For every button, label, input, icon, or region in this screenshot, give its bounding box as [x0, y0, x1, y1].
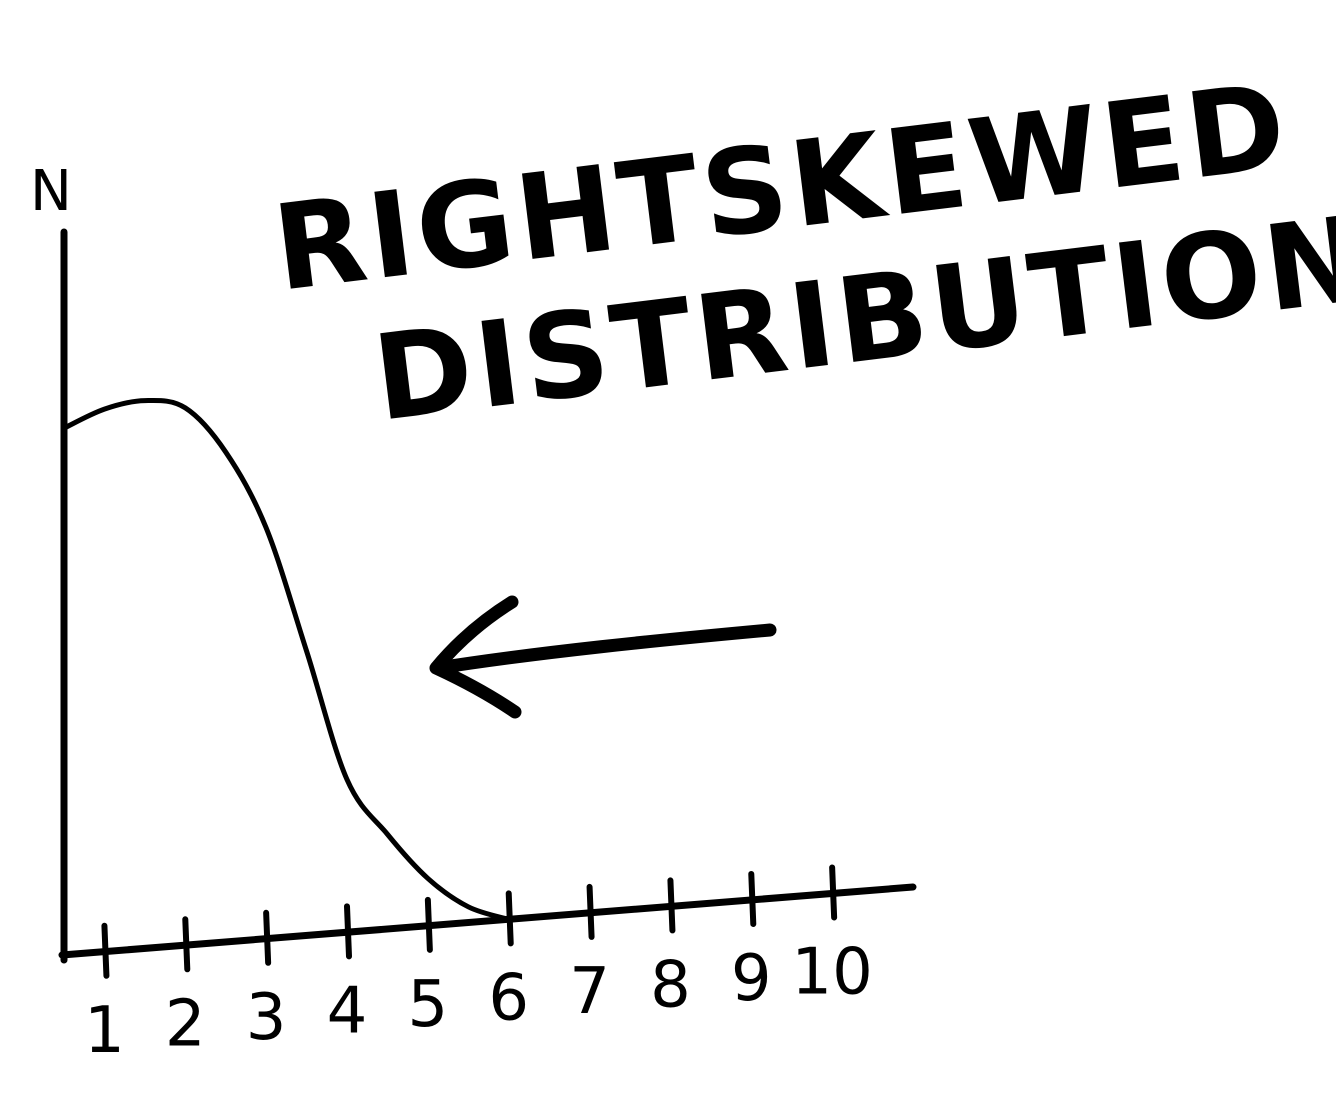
distribution-curve	[61, 397, 512, 922]
x-tick-mark	[101, 922, 110, 979]
x-tick-label: 3	[246, 981, 287, 1055]
x-tick-label: 9	[731, 942, 772, 1016]
x-tick-mark	[263, 909, 272, 966]
x-tick-mark	[424, 896, 433, 953]
x-tick-label: 10	[791, 935, 872, 1009]
x-tick-label: 5	[407, 968, 448, 1042]
arrow-shaft	[431, 623, 777, 675]
x-tick-mark	[586, 883, 595, 940]
series-group	[61, 397, 512, 922]
x-tick-labels: 1 2 3 4 5 6 7 8 9 10	[84, 935, 873, 1067]
x-tick-label: 1	[84, 994, 125, 1068]
x-tick-label: 7	[569, 955, 610, 1029]
x-tick-mark	[182, 916, 191, 973]
x-tick-label: 6	[488, 961, 529, 1035]
x-tick-mark	[667, 877, 676, 934]
x-tick-mark	[829, 864, 838, 921]
arrow-head	[429, 595, 522, 719]
x-tick-label: 2	[165, 987, 206, 1061]
annotation-arrow	[429, 595, 777, 719]
x-tick-mark	[344, 903, 352, 960]
x-tick-label: 8	[650, 948, 691, 1022]
x-tick-mark	[748, 870, 757, 927]
x-axis-line	[58, 883, 917, 959]
x-tick-label: 4	[327, 974, 368, 1048]
y-axis-label: N	[30, 159, 72, 224]
